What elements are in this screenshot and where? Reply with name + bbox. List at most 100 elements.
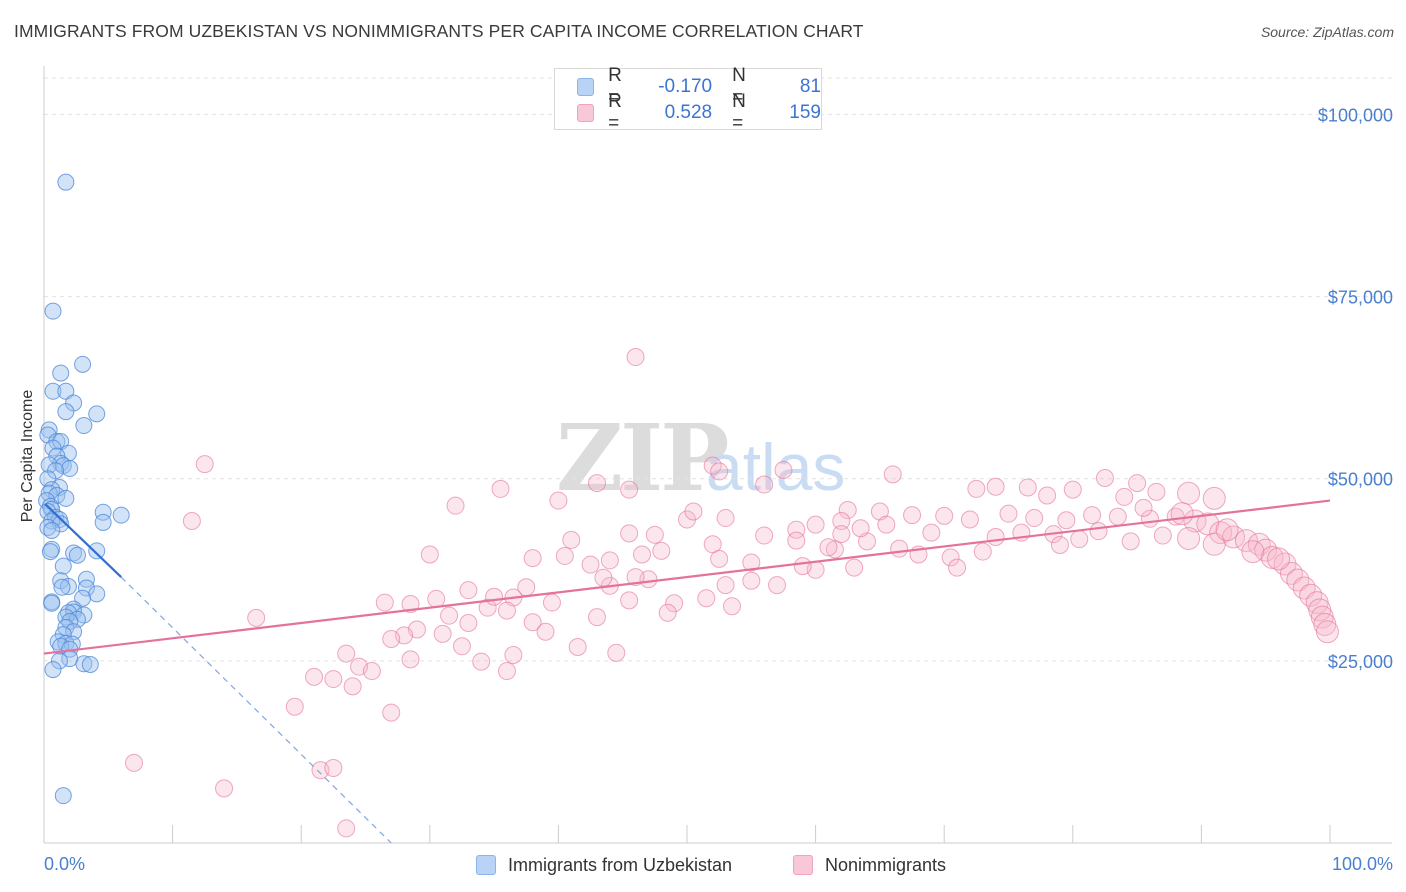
legend-item-uzbekistan[interactable]: Immigrants from Uzbekistan [476, 852, 732, 878]
point-uzbekistan [43, 594, 61, 612]
source-credit: Source: ZipAtlas.com [1260, 24, 1394, 40]
point-uzbekistan [53, 578, 71, 596]
trendline-uzbekistan-extension [120, 576, 392, 844]
point-nonimmigrants [1202, 532, 1226, 556]
point-nonimmigrants [459, 581, 478, 600]
point-nonimmigrants [446, 496, 465, 515]
point-nonimmigrants [755, 475, 774, 494]
point-nonimmigrants [1260, 545, 1284, 569]
point-nonimmigrants [935, 506, 954, 525]
x-tick-label-min: 0.0% [44, 854, 85, 874]
point-uzbekistan [57, 173, 75, 191]
legend-item-nonimmigrants[interactable]: Nonimmigrants [793, 852, 946, 878]
point-uzbekistan [41, 543, 59, 561]
point-nonimmigrants [594, 568, 613, 587]
point-nonimmigrants [536, 622, 555, 641]
point-nonimmigrants [825, 540, 844, 559]
point-nonimmigrants [324, 758, 343, 777]
point-nonimmigrants [877, 515, 896, 534]
point-nonimmigrants [774, 460, 793, 479]
point-nonimmigrants [870, 502, 889, 521]
legend-swatch-uzbekistan [476, 855, 496, 875]
point-nonimmigrants [986, 528, 1005, 546]
point-uzbekistan [88, 405, 106, 423]
point-nonimmigrants [215, 779, 234, 798]
point-nonimmigrants [832, 511, 851, 530]
point-nonimmigrants [883, 465, 902, 484]
point-nonimmigrants [858, 532, 877, 551]
point-nonimmigrants [362, 662, 381, 681]
chart-title: IMMIGRANTS FROM UZBEKISTAN VS NONIMMIGRA… [14, 21, 864, 41]
point-nonimmigrants [723, 597, 742, 616]
point-nonimmigrants [941, 548, 960, 567]
point-nonimmigrants [819, 538, 838, 557]
point-nonimmigrants [697, 589, 716, 608]
point-nonimmigrants [452, 637, 471, 656]
point-nonimmigrants [587, 474, 606, 493]
point-uzbekistan [52, 364, 70, 382]
point-nonimmigrants [1177, 481, 1201, 505]
point-nonimmigrants [1209, 521, 1233, 545]
point-uzbekistan [61, 460, 79, 478]
point-uzbekistan [65, 623, 83, 641]
point-nonimmigrants [1286, 568, 1310, 592]
point-nonimmigrants [497, 601, 516, 620]
point-nonimmigrants [497, 662, 516, 681]
point-nonimmigrants [665, 594, 684, 613]
point-nonimmigrants [478, 598, 497, 617]
point-nonimmigrants [562, 530, 581, 549]
point-nonimmigrants [652, 541, 671, 560]
point-nonimmigrants [1070, 530, 1089, 549]
point-nonimmigrants [555, 546, 574, 565]
point-nonimmigrants [832, 525, 851, 544]
point-nonimmigrants [645, 525, 664, 544]
point-nonimmigrants [890, 539, 909, 558]
point-nonimmigrants [845, 558, 864, 577]
point-nonimmigrants [305, 667, 324, 686]
point-nonimmigrants [375, 593, 394, 612]
point-uzbekistan [57, 403, 75, 421]
point-nonimmigrants [549, 491, 568, 510]
point-nonimmigrants [806, 515, 825, 534]
point-nonimmigrants [1267, 547, 1291, 571]
point-nonimmigrants [684, 502, 703, 521]
point-nonimmigrants [581, 555, 600, 574]
point-uzbekistan [50, 652, 68, 670]
point-nonimmigrants [568, 638, 587, 657]
point-nonimmigrants [337, 819, 356, 838]
point-nonimmigrants [626, 568, 645, 587]
point-uzbekistan [68, 546, 86, 564]
point-nonimmigrants [755, 526, 774, 545]
series-legend: Immigrants from Uzbekistan Nonimmigrants [0, 852, 1406, 878]
point-nonimmigrants [247, 608, 266, 627]
point-nonimmigrants [768, 576, 787, 595]
stats-row-uzbekistan: R = -0.170 N = 81 [577, 65, 821, 108]
point-uzbekistan [44, 661, 62, 679]
point-uzbekistan [44, 439, 62, 457]
point-nonimmigrants [587, 608, 606, 627]
point-uzbekistan [112, 506, 130, 524]
point-nonimmigrants [710, 462, 729, 481]
point-uzbekistan [43, 521, 61, 539]
point-uzbekistan [75, 417, 93, 435]
point-nonimmigrants [620, 524, 639, 543]
point-nonimmigrants [600, 551, 619, 570]
point-nonimmigrants [1202, 486, 1226, 510]
point-nonimmigrants [1279, 561, 1303, 585]
point-nonimmigrants [1057, 511, 1076, 530]
point-uzbekistan [44, 382, 62, 400]
point-nonimmigrants [440, 606, 459, 625]
point-nonimmigrants [1050, 536, 1069, 555]
point-nonimmigrants [1018, 478, 1037, 497]
point-nonimmigrants [337, 644, 356, 663]
point-nonimmigrants [903, 506, 922, 525]
point-nonimmigrants [967, 479, 986, 498]
point-uzbekistan [57, 489, 75, 507]
point-nonimmigrants [999, 504, 1018, 523]
y-tick-label: $25,000 [1328, 652, 1393, 672]
legend-label-nonimmigrants: Nonimmigrants [825, 854, 947, 875]
point-nonimmigrants [1121, 532, 1140, 551]
point-nonimmigrants [459, 613, 478, 632]
point-nonimmigrants [523, 549, 542, 568]
